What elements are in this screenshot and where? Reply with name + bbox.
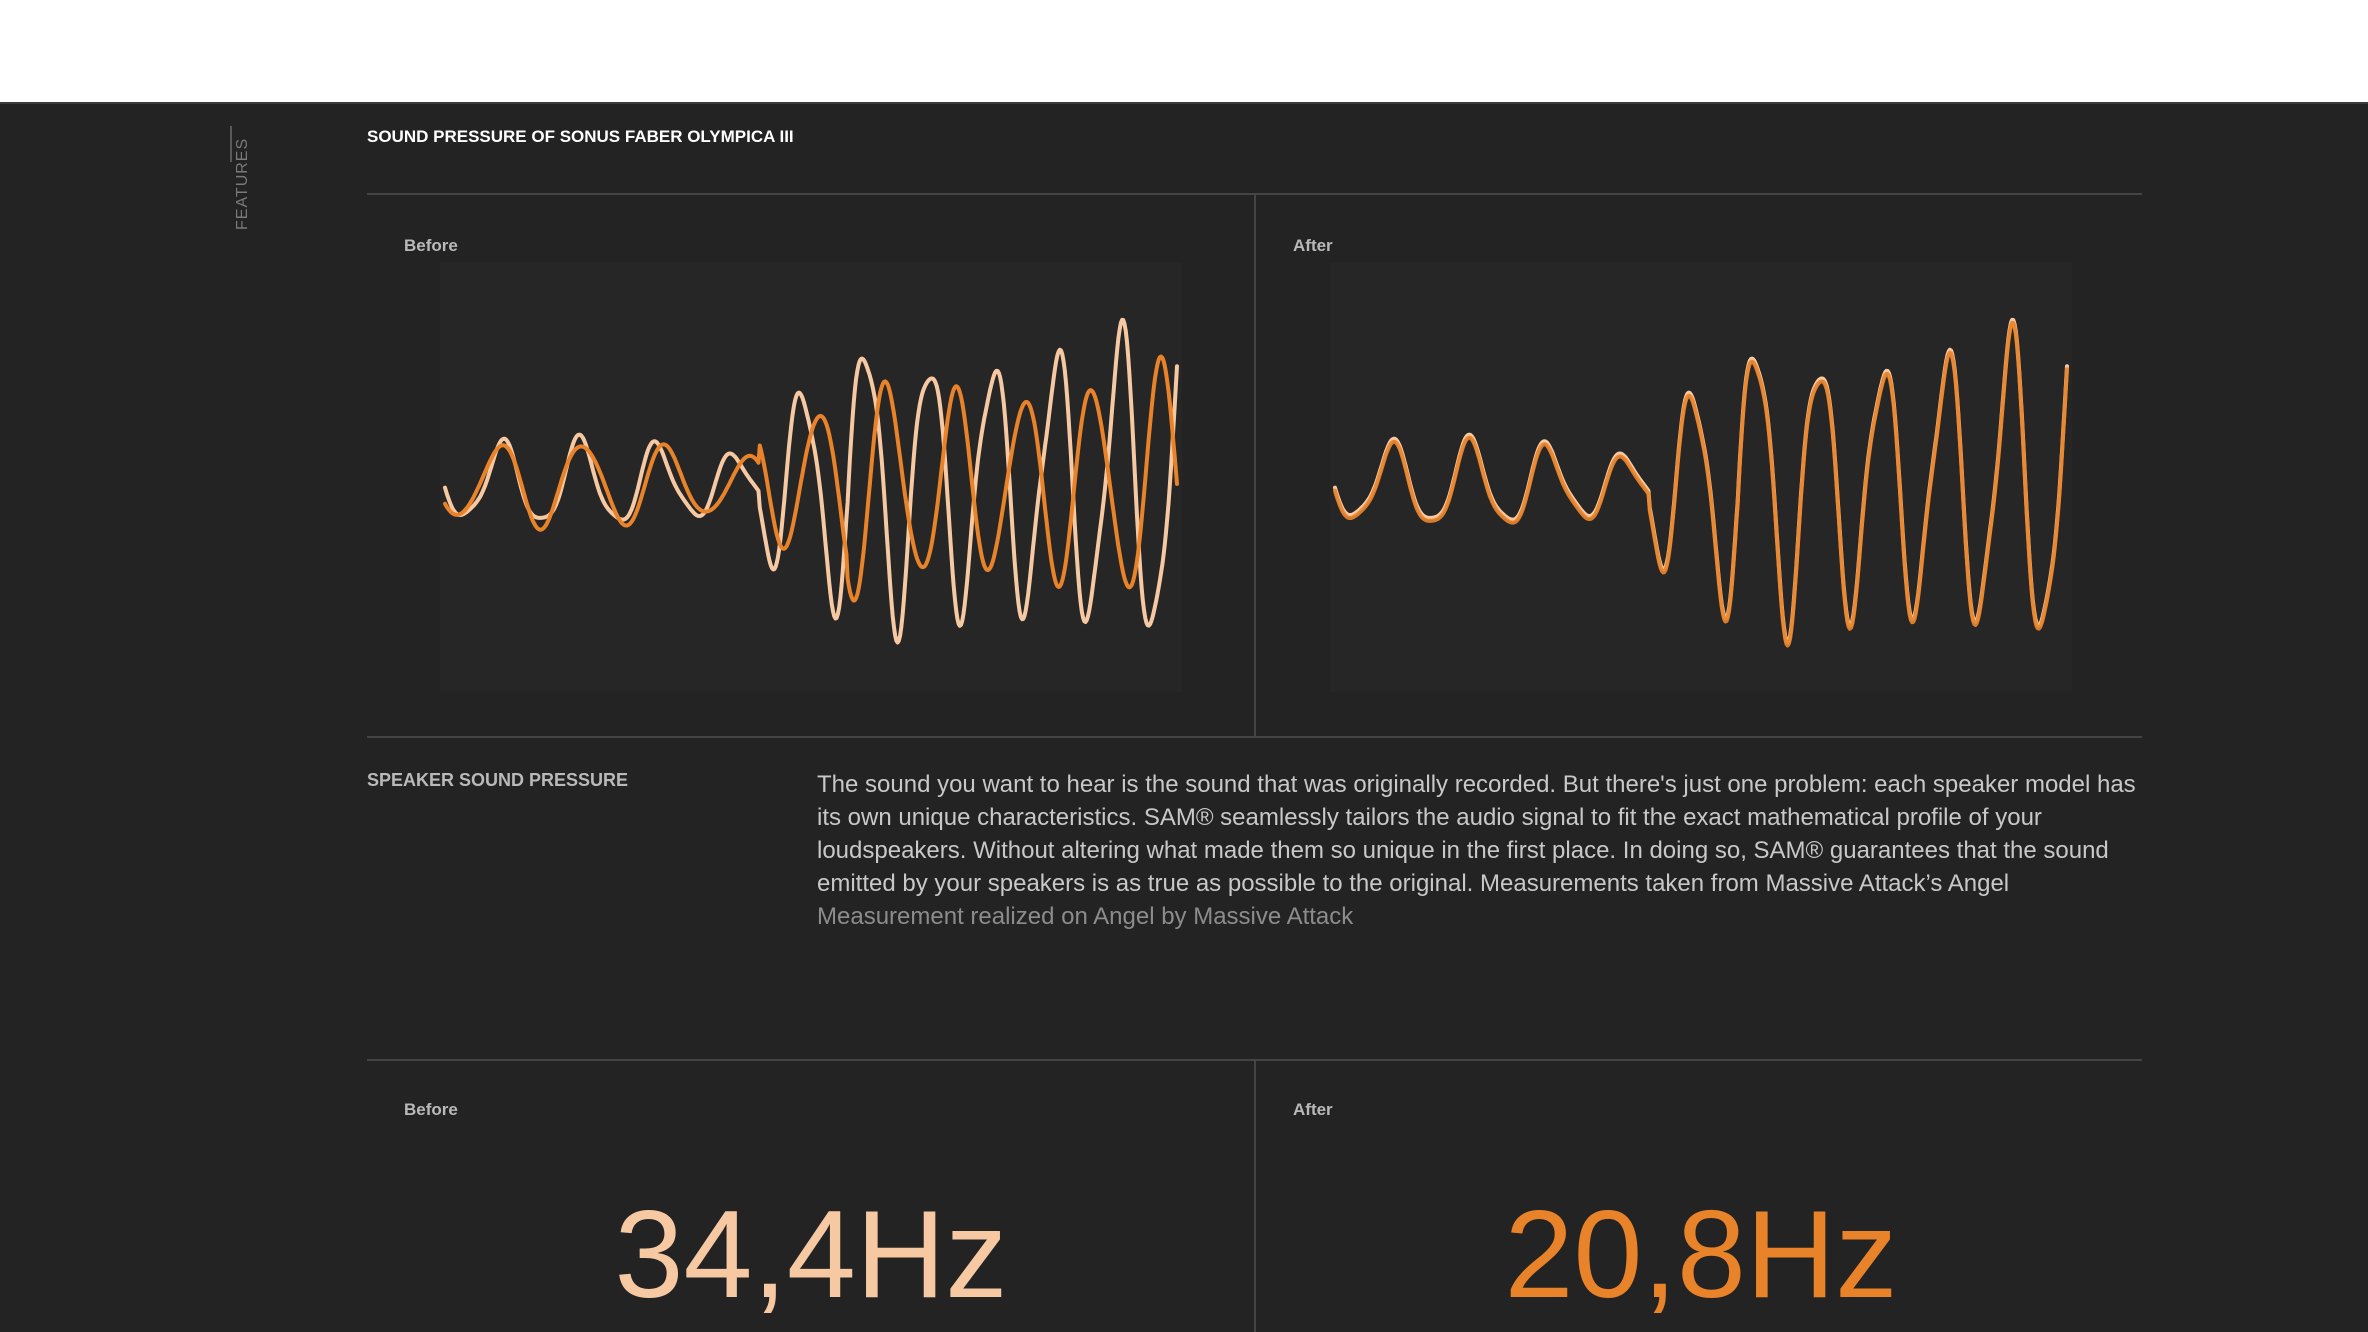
divider-charts-vertical: [1254, 194, 1256, 736]
divider-frequency-vertical: [1254, 1060, 1256, 1332]
section-title: SOUND PRESSURE OF SONUS FABER OLYMPICA I…: [367, 127, 794, 146]
waveform-before-original-line: [443, 317, 1179, 645]
chart-before-label: Before: [404, 236, 458, 255]
sidebar-features-label[interactable]: FEATURES: [234, 137, 251, 230]
frequency-before-value: 34,4Hz: [614, 1186, 1008, 1324]
waveform-after-original-line: [1333, 317, 2069, 645]
description-note: Measurement realized on Angel by Massive…: [817, 903, 1354, 930]
waveform-before-chart: [440, 262, 1182, 692]
waveform-after-chart: [1330, 262, 2072, 692]
waveform-after-speaker-line: [1333, 320, 2069, 648]
frequency-after-label: After: [1293, 1100, 1333, 1119]
divider-charts-bottom: [367, 736, 2142, 738]
description-title: SPEAKER SOUND PRESSURE: [367, 770, 629, 790]
waveform-before-svg: [443, 317, 1179, 645]
waveform-after-svg: [1333, 317, 2069, 648]
frequency-after-value: 20,8Hz: [1504, 1186, 1898, 1324]
frequency-before-label: Before: [404, 1100, 458, 1119]
description-body-text: The sound you want to hear is the sound …: [817, 771, 2136, 897]
sidebar-divider: [230, 126, 232, 162]
waveform-before-speaker-line: [443, 354, 1179, 603]
top-header-bar: [0, 0, 2368, 104]
description-body: The sound you want to hear is the sound …: [817, 768, 2137, 900]
chart-after-label: After: [1293, 236, 1333, 255]
